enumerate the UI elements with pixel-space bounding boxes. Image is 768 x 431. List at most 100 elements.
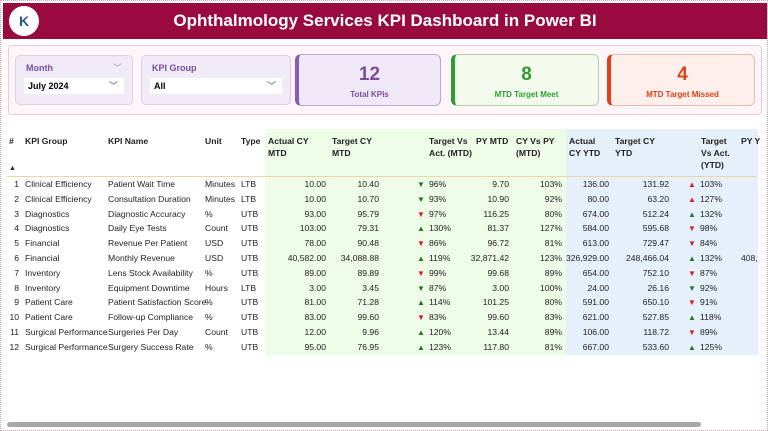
cell-a-mtd: 103.00 <box>299 223 326 234</box>
horizontal-scrollbar[interactable] <box>7 422 701 427</box>
cell-t-ytd: 527.85 <box>642 312 669 323</box>
cell-a-mtd: 40,582.00 <box>287 253 326 263</box>
cell-cvp-mtd: 80% <box>544 297 562 308</box>
cell-tva-ytd: 118% <box>700 312 722 323</box>
header-divider <box>7 176 757 177</box>
cell-t-ytd: 533.60 <box>642 341 669 352</box>
cell-a-ytd: 667.00 <box>582 341 609 352</box>
cell-unit: Hours <box>205 282 228 293</box>
cell-a-ytd: 591.00 <box>582 297 609 308</box>
table-row[interactable]: 2 Clinical Efficiency Consultation Duratio… <box>1 192 768 207</box>
arrow-down-icon: ▼ <box>688 298 696 308</box>
cell-t-ytd: 26.16 <box>647 282 669 293</box>
arrow-up-icon: ▲ <box>417 328 425 337</box>
mtd-target-meet-value: 8 <box>521 64 532 85</box>
cell-cvp-mtd: 89% <box>544 267 562 278</box>
kpi-group-dropdown[interactable]: All ﹀ <box>150 78 282 94</box>
table-row[interactable]: 5 Financial Revenue Per Patient USD UTB 78.00… <box>1 236 768 251</box>
table-row[interactable]: 3 Diagnostics Diagnostic Accuracy% UTB 93.00… <box>1 207 768 222</box>
cell-t-mtd: 95.79 <box>357 208 379 219</box>
arrow-down-icon: ▼ <box>688 224 696 234</box>
chevron-down-icon: ﹀ <box>108 81 118 91</box>
cell-n: 11 <box>10 327 19 337</box>
cell-t-mtd: 71.28 <box>357 297 379 308</box>
arrow-up-icon: ▲ <box>688 180 696 189</box>
table-row[interactable]: 12 Surgical Performance Surgery Success Ra… <box>1 340 768 355</box>
cell-tva-ytd: 84% <box>700 238 718 249</box>
chevron-down-icon[interactable]: ﹀ <box>112 63 122 73</box>
table-row[interactable]: 1 Clinical Efficiency Patient Wait Time Min… <box>1 177 768 192</box>
cell-py-mtd: 3.00 <box>492 282 509 293</box>
table-row[interactable]: 10 Patient Care Follow-up Compliance% UTB 83… <box>1 310 768 325</box>
cell-tva-mtd: 99% <box>429 267 447 278</box>
cell-unit: Count <box>205 327 228 337</box>
cell-py-mtd: 99.60 <box>487 312 509 323</box>
cell-type: UTB <box>241 297 259 308</box>
cell-unit: % <box>205 297 213 308</box>
column-header[interactable]: Target Vs Act. (YTD) <box>701 136 730 170</box>
cell-a-ytd: 80.00 <box>587 193 609 204</box>
cell-tva-mtd: 120% <box>429 327 451 337</box>
column-header[interactable]: Unit <box>205 136 222 146</box>
column-header[interactable]: PY MTD <box>476 136 509 146</box>
table-row[interactable]: 11 Surgical Performance Surgeries Per Day C… <box>1 325 768 340</box>
column-header[interactable]: # <box>9 136 14 146</box>
arrow-up-icon: ▲ <box>417 254 425 263</box>
cell-t-ytd: 118.72 <box>643 327 669 337</box>
arrow-up-icon: ▲ <box>688 209 696 219</box>
cell-tva-mtd: 114% <box>429 297 451 308</box>
cell-t-ytd: 248,466.04 <box>625 253 669 263</box>
column-header[interactable]: PY Y <box>741 136 761 146</box>
cell-group: Diagnostics <box>25 223 70 234</box>
cell-tva-mtd: 96% <box>429 179 447 189</box>
cell-name: Monthly Revenue <box>108 253 175 263</box>
cell-a-ytd: 613.00 <box>582 238 609 249</box>
table-row[interactable]: 9 Patient Care Patient Satisfaction Score%… <box>1 295 768 310</box>
column-header[interactable]: Target CY MTD <box>332 136 372 158</box>
cell-a-mtd: 81.00 <box>304 297 326 308</box>
cell-py-ytd: 408, <box>741 253 758 263</box>
cell-n: 4 <box>14 223 19 234</box>
cell-cvp-mtd: 80% <box>544 208 562 219</box>
column-header[interactable]: KPI Group <box>25 136 68 146</box>
cell-n: 3 <box>14 208 19 219</box>
cell-t-ytd: 63.20 <box>647 193 669 204</box>
filter-panel: Month ﹀ July 2024 ﹀ KPI Group All ﹀ 12 Tot… <box>8 45 762 115</box>
table-row[interactable]: 4 Diagnostics Daily Eye Tests Count UTB 103.0… <box>1 221 768 236</box>
cell-tva-ytd: 91% <box>700 297 718 308</box>
table-row[interactable]: 8 Inventory Equipment Downtime Hours LTB 3.00… <box>1 281 768 296</box>
cell-tva-ytd: 92% <box>700 282 718 293</box>
cell-a-mtd: 83.00 <box>304 312 326 323</box>
table-row[interactable]: 6 Financial Monthly Revenue USD UTB 40,582.00… <box>1 251 768 266</box>
table-row[interactable]: 7 Inventory Lens Stock Availability% UTB 89.… <box>1 266 768 281</box>
page-title: Ophthalmology Services KPI Dashboard in … <box>173 11 597 30</box>
month-value: July 2024 <box>28 81 69 91</box>
column-header[interactable]: Actual CY MTD <box>268 136 309 158</box>
cell-a-mtd: 93.00 <box>304 208 326 219</box>
cell-t-mtd: 10.70 <box>357 193 379 204</box>
cell-py-mtd: 96.72 <box>487 238 509 249</box>
cell-tva-mtd: 86% <box>429 238 447 249</box>
cell-n: 7 <box>14 267 19 278</box>
cell-tva-ytd: 98% <box>700 223 718 234</box>
cell-n: 6 <box>14 253 19 263</box>
cell-group: Financial <box>25 253 60 263</box>
column-header[interactable]: Target CY YTD <box>615 136 655 158</box>
cell-t-mtd: 34,088.88 <box>340 253 379 263</box>
sort-ascending-icon[interactable]: ▲ <box>9 165 16 172</box>
column-header[interactable]: KPI Name <box>108 136 149 146</box>
cell-name: Daily Eye Tests <box>108 223 167 234</box>
cell-tva-mtd: 93% <box>429 193 447 204</box>
cell-name: Lens Stock Availability <box>108 267 193 278</box>
cell-unit: Minutes <box>205 179 236 189</box>
column-header[interactable]: CY Vs PY (MTD) <box>516 136 555 158</box>
cell-t-ytd: 595.68 <box>642 223 669 234</box>
cell-tva-mtd: 119% <box>429 253 451 263</box>
month-dropdown[interactable]: July 2024 ﹀ <box>24 78 124 94</box>
column-header[interactable]: Actual CY YTD <box>569 136 601 158</box>
column-header[interactable]: Type <box>241 136 261 146</box>
total-kpis-value: 12 <box>358 64 381 85</box>
cell-a-ytd: 24.00 <box>587 282 609 293</box>
column-header[interactable]: Target Vs Act. (MTD) <box>429 136 472 158</box>
cell-t-ytd: 131.92 <box>642 179 669 189</box>
